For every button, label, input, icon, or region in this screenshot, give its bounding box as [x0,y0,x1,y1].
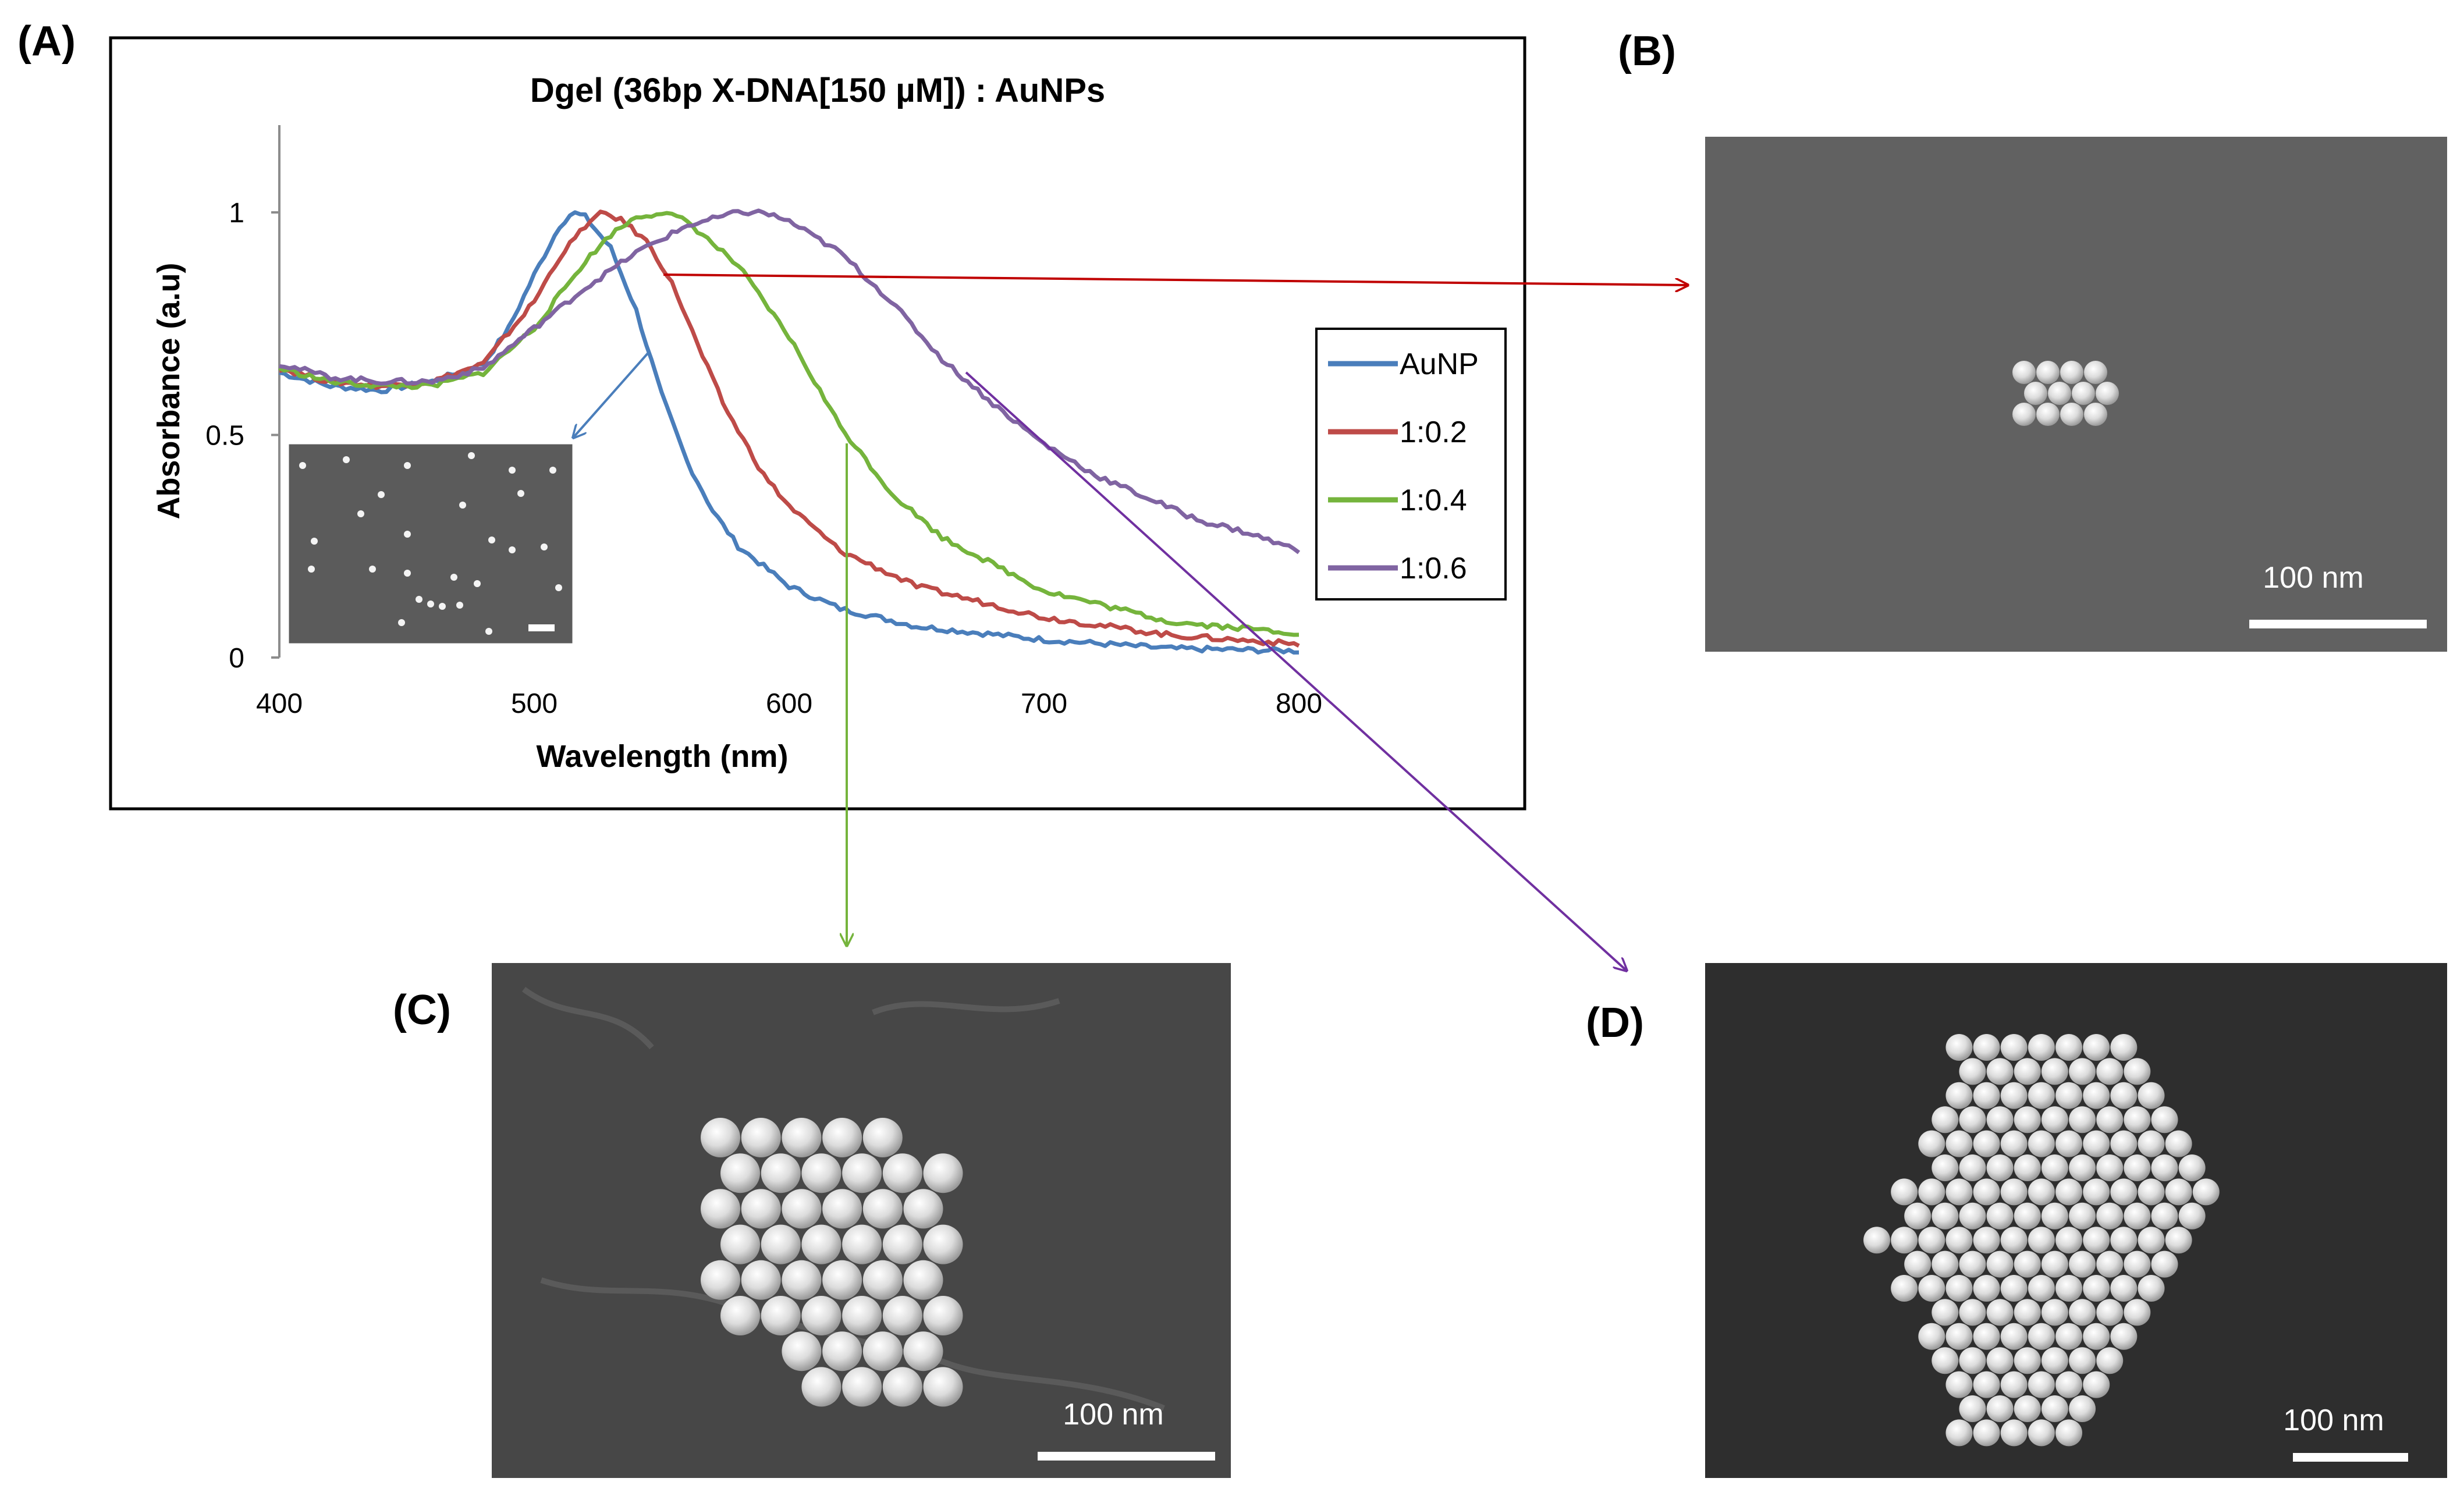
legend: AuNP 1:0.2 1:0.4 1:0.6 [1328,347,1479,585]
arrow-to-d [965,371,1627,971]
y-axis-label: Absorbance (a.u) [151,262,186,519]
panel-label-a: (A) [17,18,76,65]
series-line-3 [279,208,1301,555]
legend-label-2: 1:0.4 [1400,484,1467,517]
legend-box [1315,328,1507,601]
panel-label-d: (D) [1586,1000,1644,1046]
inset-sem-image [287,442,574,645]
sem-image-b: 100 nm [1705,137,2447,652]
scale-bar-b [2249,620,2427,628]
scale-label-b: 100 nm [2263,561,2363,595]
sem-image-c: 100 nm [492,963,1231,1478]
chart-frame [109,36,1526,811]
x-tick-label: 600 [766,688,812,719]
scale-bar-c [1038,1452,1215,1461]
chart-title: Dgel (36bp X-DNA[150 µM]) : AuNPs [530,72,1105,109]
scale-label-c: 100 nm [1063,1398,1163,1431]
series-group [278,208,1301,655]
y-tick-label: 0 [229,643,244,674]
inset-scale-bar [528,624,555,631]
x-tick-label: 400 [256,688,303,719]
x-axis-label: Wavelength (nm) [536,739,788,774]
arrow-to-b [663,273,1688,285]
legend-label-3: 1:0.6 [1400,552,1467,585]
arrow-to-inset [573,351,650,438]
series-line-2 [278,211,1300,637]
x-tick-label: 500 [511,688,558,719]
y-tick-label: 1 [229,198,244,229]
scale-label-d: 100 nm [2283,1403,2384,1437]
legend-label-0: AuNP [1400,347,1479,381]
legend-label-1: 1:0.2 [1400,415,1467,449]
panel-label-b: (B) [1618,28,1676,74]
y-tick-label: 0.5 [205,421,244,452]
sem-image-d: 100 nm [1705,963,2447,1478]
panel-label-c: (C) [393,987,451,1033]
scale-bar-d [2293,1453,2408,1462]
x-tick-label: 800 [1276,688,1322,719]
x-tick-label: 700 [1021,688,1067,719]
x-ticks: 400 500 600 700 800 [256,688,1322,719]
y-ticks: 00.51 [205,198,279,674]
